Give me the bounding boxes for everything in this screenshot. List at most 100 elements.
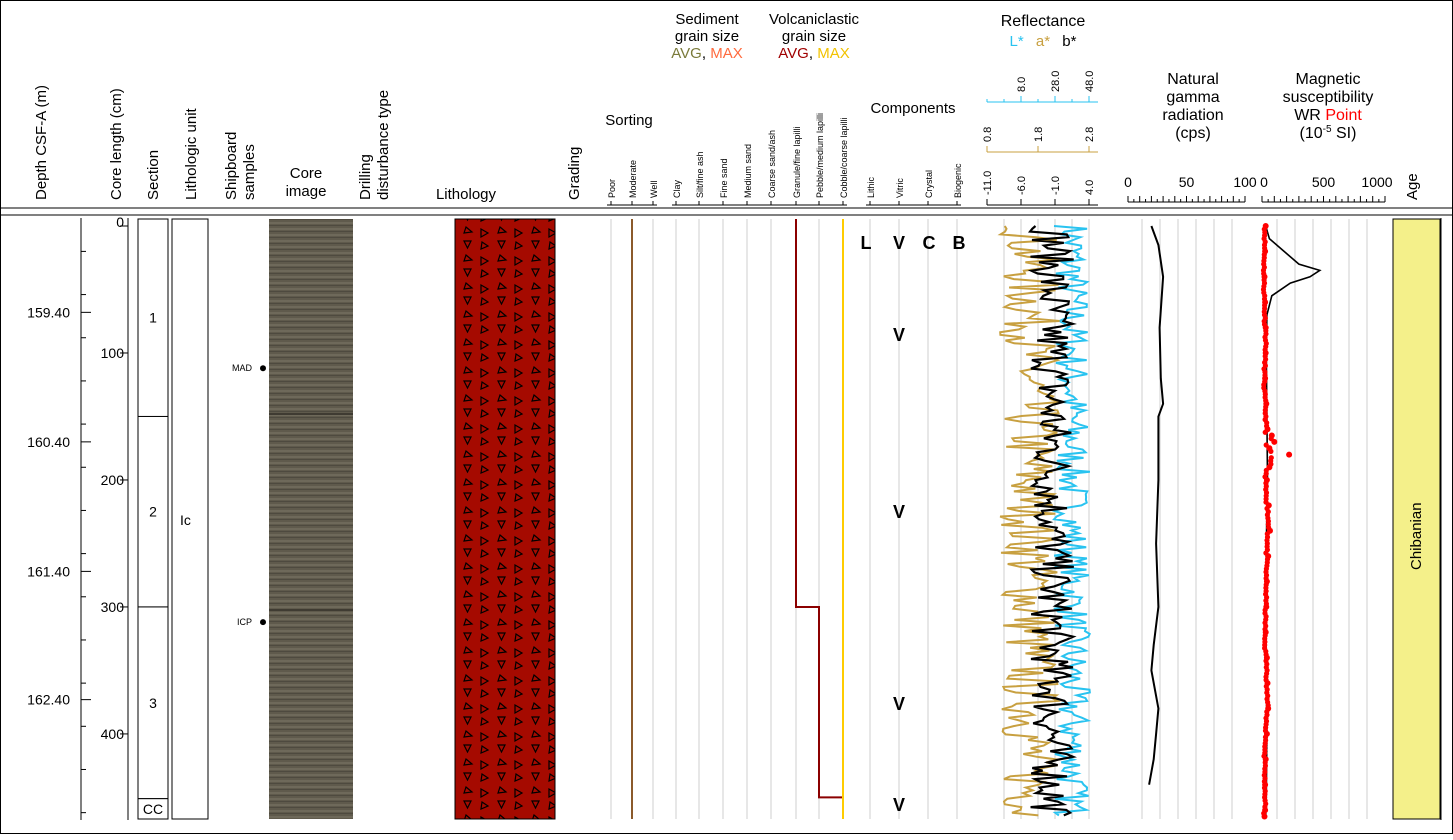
sample-label: MAD	[232, 363, 253, 373]
header-ms-3: WR Point	[1294, 107, 1362, 124]
header-volc-legend: AVG, MAX	[778, 45, 849, 62]
reflectance-scales: 8.0 28.0 48.0 0.8 1.8 2.8 -11.0 -6.0 -1.0 4.0	[982, 71, 1098, 206]
grain-tick-label: Pebble/medium lapilli	[815, 113, 825, 198]
ms-point	[1268, 448, 1274, 454]
ms-point	[1286, 451, 1293, 458]
component-tick-label: Biogenic	[953, 163, 963, 198]
header-core-image-1: Core	[290, 165, 323, 182]
ms-tick-label: 0	[1260, 174, 1268, 190]
sample-dot	[260, 619, 266, 626]
refl-space-1	[1024, 33, 1028, 50]
refl-L-curve	[1050, 225, 1092, 817]
ms-point	[1263, 550, 1269, 556]
section-label: 2	[149, 504, 157, 520]
refl-space-2	[1050, 33, 1054, 50]
grain-tick-label: Fine sand	[719, 158, 729, 198]
core-length-tick-label: 100	[101, 345, 125, 361]
ms-unit-a: (10	[1300, 125, 1323, 142]
ms-point	[1261, 778, 1267, 785]
refl-a-label: a*	[1036, 33, 1050, 50]
lithologic-unit-label: Ic	[180, 512, 191, 528]
ms-plot	[1260, 223, 1322, 820]
component-lithic: L	[861, 233, 872, 253]
sorting-tick-label: Poor	[607, 179, 617, 198]
sections-column: 1 2 3 CC	[137, 218, 169, 820]
core-length-tick-label: 400	[101, 726, 125, 742]
refl-b-curve	[1027, 225, 1077, 817]
header-grading: Grading	[566, 147, 583, 200]
refl-a-tick-label: 1.8	[1033, 127, 1045, 142]
age-label: Chibanian	[1408, 502, 1425, 570]
header-ngr-2: gamma	[1166, 89, 1219, 106]
sample-label: ICP	[237, 617, 252, 627]
ms-unit-b: SI)	[1332, 125, 1357, 142]
component-tick-label: Crystal	[924, 170, 934, 198]
ms-point	[1262, 804, 1268, 810]
ngr-curve	[1148, 225, 1165, 785]
core-length-tick-label: 200	[101, 472, 125, 488]
components-top-row: L V C B	[861, 233, 966, 253]
ms-point	[1262, 245, 1268, 251]
section-box	[137, 606, 169, 800]
ms-point	[1261, 753, 1267, 759]
age-box	[1392, 218, 1441, 820]
refl-b-tick-label: -1.0	[1050, 176, 1062, 195]
refl-b-label: b*	[1062, 33, 1076, 50]
grain-tick-label: Granule/fine lapilli	[792, 126, 802, 198]
header-age: Age	[1404, 173, 1421, 200]
refl-a-tick-label: 2.8	[1084, 127, 1096, 142]
refl-b-tick-label: -6.0	[1016, 176, 1028, 195]
refl-L-tick-label: 28.0	[1050, 71, 1062, 92]
depth-tick-label: 159.40	[27, 304, 70, 320]
header-ms-2: susceptibility	[1283, 89, 1374, 106]
sed-max-label: MAX	[710, 45, 743, 62]
ms-point	[1262, 372, 1268, 378]
refl-a-curve	[997, 225, 1061, 817]
ms-point	[1265, 702, 1271, 709]
sed-comma: ,	[702, 45, 710, 62]
ms-point	[1268, 461, 1274, 467]
header-section: Section	[145, 150, 162, 200]
ms-tick-label: 500	[1312, 174, 1336, 190]
reflectance-plot	[997, 225, 1092, 817]
core-length-axis: 0 100 200 300 400	[101, 214, 128, 742]
component-v-4: V	[893, 795, 905, 815]
header-depth: Depth CSF-A (m)	[33, 85, 50, 200]
section-box	[137, 415, 169, 608]
section-label: 1	[149, 310, 157, 326]
ms-point	[1263, 499, 1269, 505]
ngr-tick-label: 100	[1233, 174, 1257, 190]
depth-axis: 159.40 160.40 161.40 162.40	[27, 250, 91, 814]
sample-dot	[260, 365, 266, 372]
core-image-section-3	[269, 609, 353, 611]
refl-b-tick-label: -11.0	[982, 171, 994, 195]
components-v-marks: V V V V	[893, 325, 905, 815]
header-sed-title-2: grain size	[675, 28, 739, 45]
section-box	[137, 798, 169, 820]
core-image-section-2	[269, 413, 353, 415]
ms-point	[1266, 525, 1272, 531]
ngr-tick-label: 50	[1179, 174, 1195, 190]
ms-point	[1263, 677, 1269, 683]
header-ms-4: (10-5 SI)	[1300, 124, 1357, 142]
header-shipboard-2: samples	[241, 144, 258, 200]
refl-L-label: L*	[1010, 33, 1024, 50]
component-biogenic: B	[953, 233, 966, 253]
ms-point	[1261, 810, 1267, 816]
volc-avg-label: AVG	[778, 45, 809, 62]
volc-max-label: MAX	[817, 45, 850, 62]
grain-tick-label: Silt/fine ash	[695, 151, 705, 198]
component-tick-label: Vitric	[895, 178, 905, 198]
ms-unit-sup: -5	[1323, 124, 1332, 135]
header-refl-legend: L* a* b*	[1010, 33, 1077, 50]
ms-point	[1262, 474, 1268, 480]
ms-point	[1263, 398, 1269, 404]
header-shipboard-1: Shipboard	[223, 132, 240, 200]
ms-wr-label: WR	[1294, 107, 1325, 124]
ms-point	[1263, 601, 1269, 607]
refl-a-tick-label: 0.8	[982, 127, 994, 142]
ms-point	[1261, 296, 1268, 302]
header-drilling-1: Drilling	[357, 154, 374, 200]
header-lithology: Lithology	[436, 186, 497, 203]
